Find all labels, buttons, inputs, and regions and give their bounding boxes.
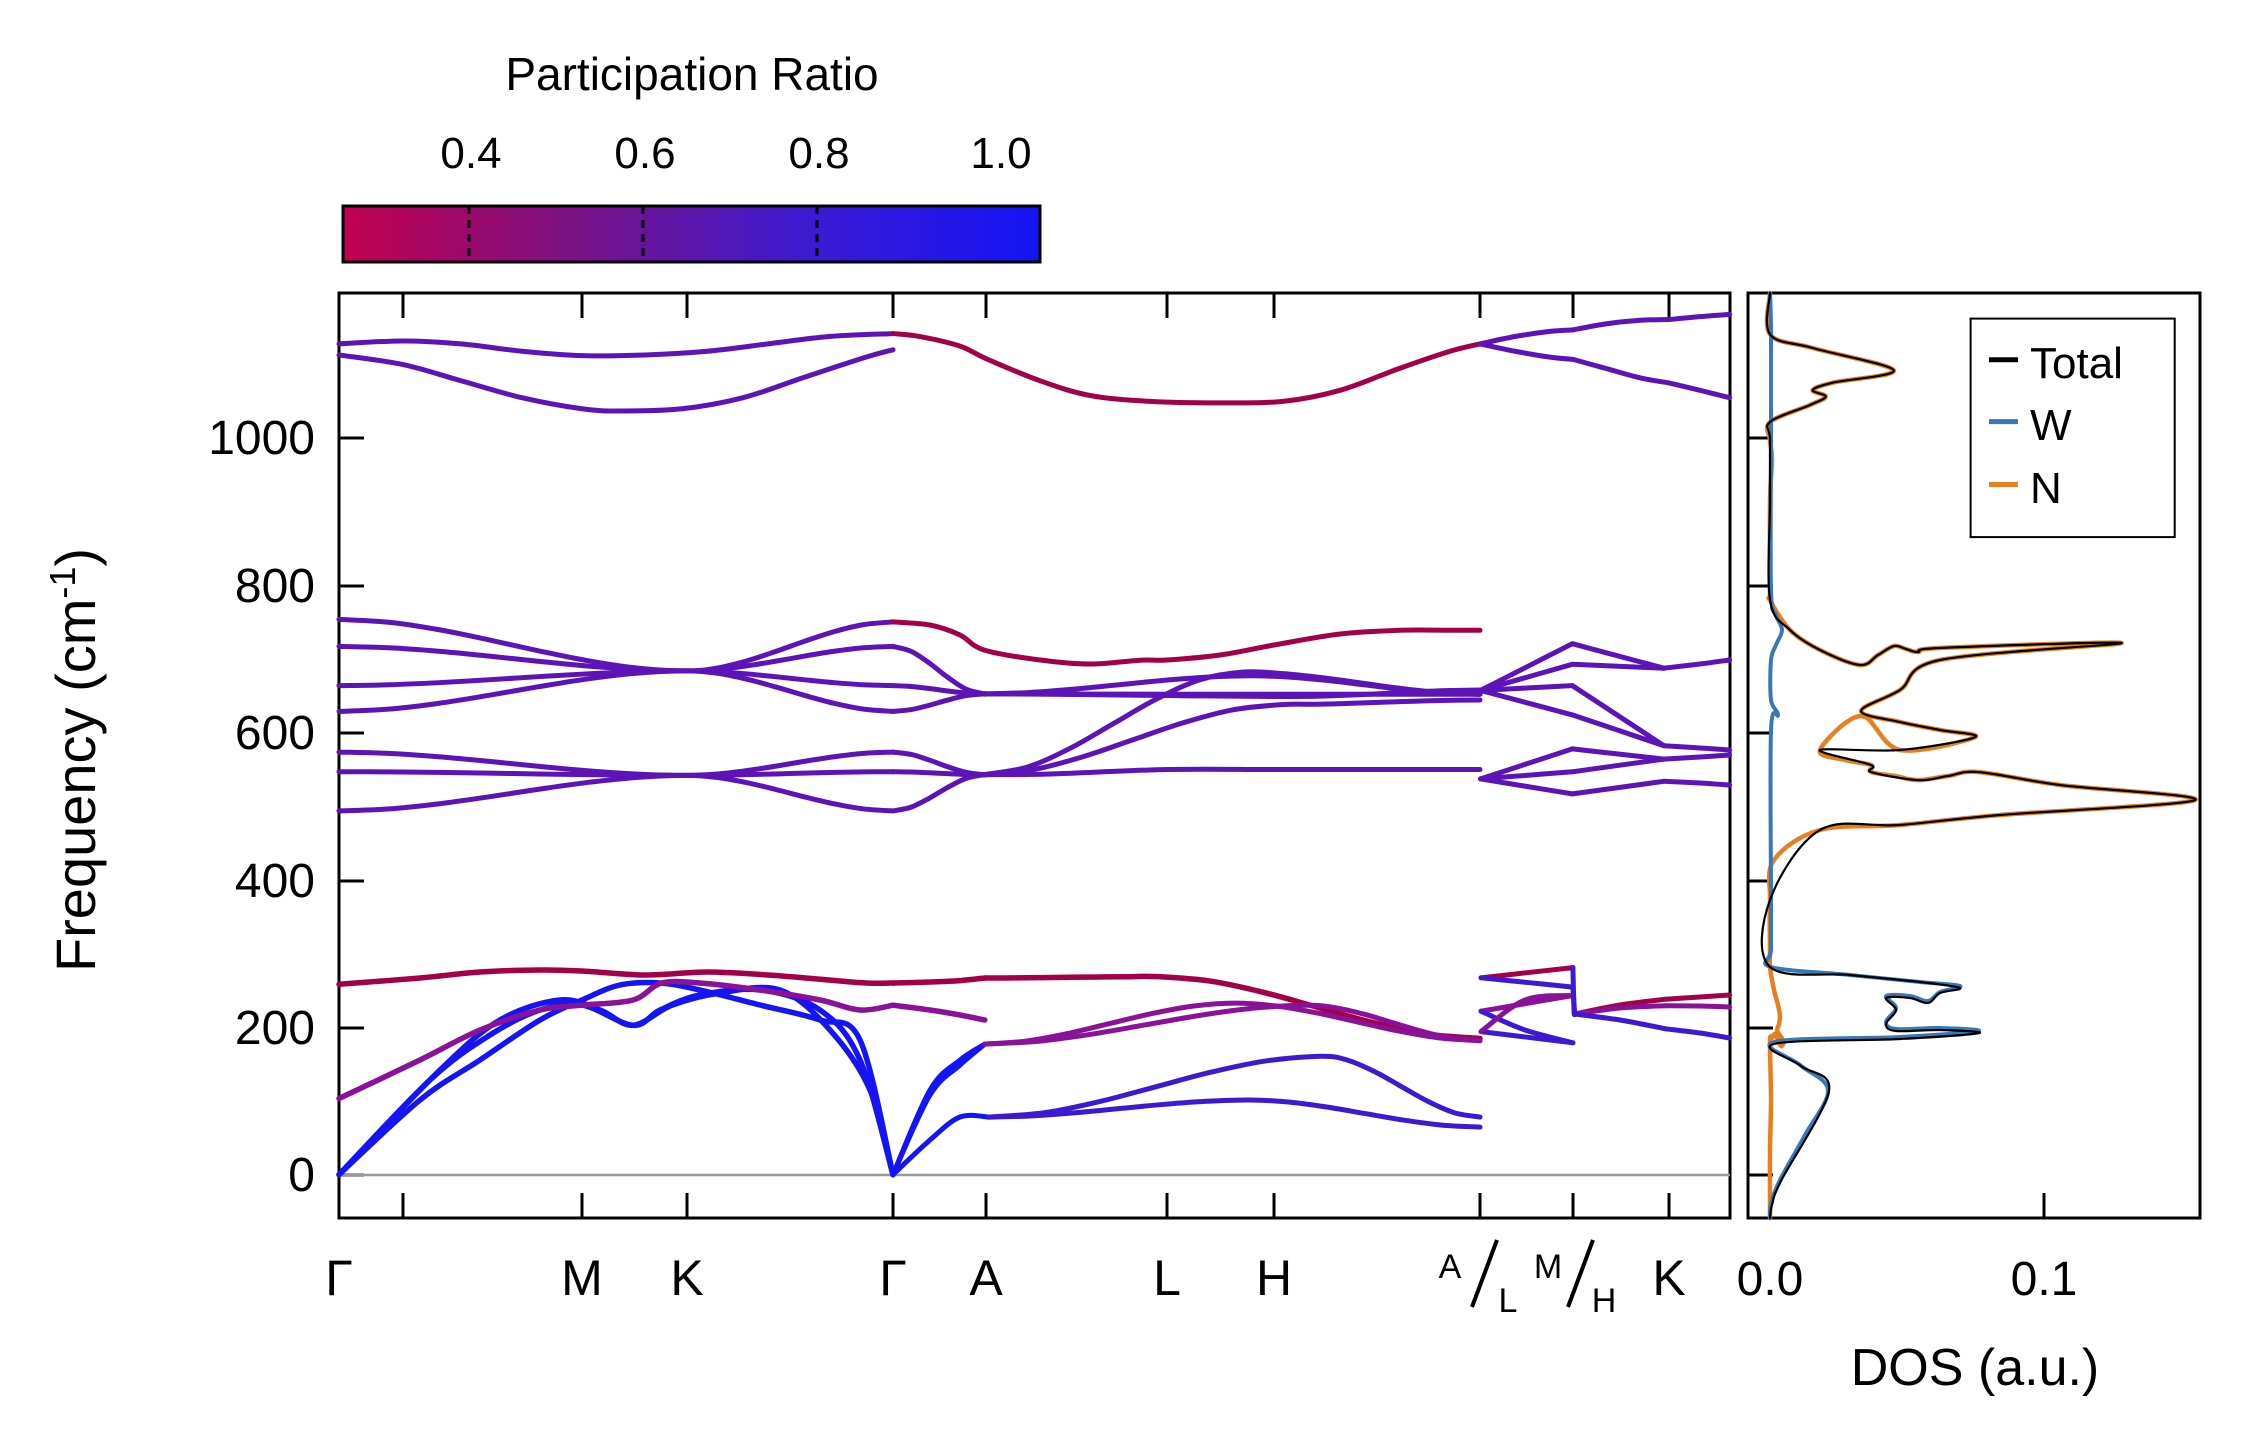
svg-text:L: L xyxy=(1499,1282,1518,1320)
svg-text:A: A xyxy=(1439,1248,1462,1286)
svg-text:W: W xyxy=(2030,401,2072,450)
svg-text:0: 0 xyxy=(288,1149,315,1202)
svg-text:Γ: Γ xyxy=(879,1250,907,1306)
svg-text:1.0: 1.0 xyxy=(970,129,1031,178)
svg-text:0.6: 0.6 xyxy=(614,129,675,178)
svg-text:DOS (a.u.): DOS (a.u.) xyxy=(1851,1339,2100,1397)
svg-text:Total: Total xyxy=(2030,339,2123,388)
svg-text:Frequency (cm-1): Frequency (cm-1) xyxy=(42,548,108,972)
svg-text:M: M xyxy=(561,1250,603,1306)
svg-text:1000: 1000 xyxy=(208,412,315,465)
svg-text:K: K xyxy=(670,1250,703,1306)
svg-text:0.4: 0.4 xyxy=(440,129,501,178)
svg-text:H: H xyxy=(1256,1250,1292,1306)
svg-text:M: M xyxy=(1534,1248,1562,1286)
svg-text:A: A xyxy=(969,1250,1003,1306)
svg-text:Γ: Γ xyxy=(325,1250,353,1306)
svg-text:H: H xyxy=(1592,1282,1617,1320)
svg-text:0.1: 0.1 xyxy=(2011,1253,2078,1306)
svg-text:800: 800 xyxy=(235,560,315,613)
svg-text:0.8: 0.8 xyxy=(788,129,849,178)
svg-text:Participation Ratio: Participation Ratio xyxy=(505,48,878,100)
svg-text:400: 400 xyxy=(235,855,315,908)
svg-text:200: 200 xyxy=(235,1002,315,1055)
svg-text:K: K xyxy=(1652,1250,1685,1306)
svg-text:0.0: 0.0 xyxy=(1737,1253,1804,1306)
svg-text:N: N xyxy=(2030,464,2062,513)
svg-text:600: 600 xyxy=(235,707,315,760)
svg-text:L: L xyxy=(1153,1250,1181,1306)
